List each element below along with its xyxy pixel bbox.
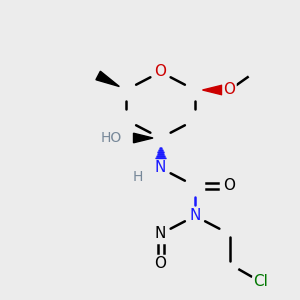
Text: N: N <box>155 160 166 175</box>
Text: HO: HO <box>100 131 122 145</box>
Text: N: N <box>155 226 166 242</box>
Polygon shape <box>134 133 153 143</box>
Text: Cl: Cl <box>254 274 268 290</box>
Text: O: O <box>224 82 236 98</box>
Polygon shape <box>96 71 119 86</box>
Text: N: N <box>189 208 201 224</box>
Text: O: O <box>154 64 166 80</box>
Polygon shape <box>202 85 222 95</box>
Text: O: O <box>224 178 236 194</box>
Text: O: O <box>154 256 166 272</box>
Text: H: H <box>133 170 143 184</box>
